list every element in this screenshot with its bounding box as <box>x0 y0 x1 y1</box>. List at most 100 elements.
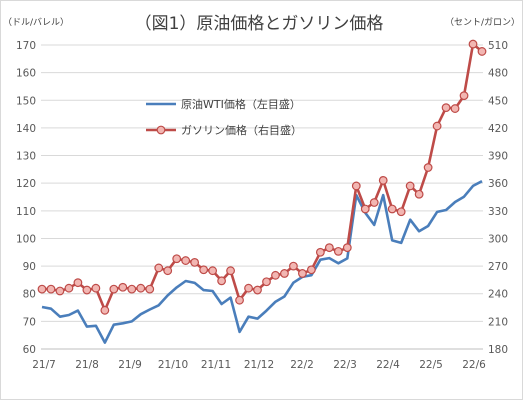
series-1 <box>41 180 483 344</box>
series-2 <box>37 39 487 315</box>
x-tick-labels: 21/7 21/8 21/9 21/10 21/11 21/12 22/2 22/3 22/4 2… <box>32 359 486 371</box>
data-point <box>315 247 325 257</box>
x-tick-label: 22/3 <box>333 359 357 371</box>
data-point <box>181 256 191 265</box>
y-left-tick-label: 140 <box>16 123 36 135</box>
data-point <box>163 266 173 276</box>
data-point <box>127 284 137 294</box>
y-right-tick-label: 180 <box>488 344 508 356</box>
data-point <box>217 276 226 286</box>
series-layer <box>37 39 487 344</box>
data-point <box>91 283 101 293</box>
data-point <box>369 198 379 207</box>
y-left-tick-label: 70 <box>23 316 36 328</box>
y-left-tick-label: 150 <box>16 95 36 107</box>
left-axis-unit: （ドル/バレル） <box>3 17 69 28</box>
y-right-tick-label: 300 <box>488 233 508 245</box>
data-point <box>306 265 316 275</box>
data-point <box>46 284 56 294</box>
y-left-tick-label: 130 <box>16 151 36 163</box>
legend-entry: 原油WTI価格（左目盛） <box>146 97 301 111</box>
data-point <box>387 204 397 214</box>
y-left-tick-label: 90 <box>23 261 36 273</box>
data-point <box>477 47 487 56</box>
data-point <box>100 305 110 315</box>
data-point <box>396 207 406 217</box>
data-point <box>55 286 65 296</box>
data-point <box>289 261 298 271</box>
y-right-tick-label: 240 <box>488 289 508 301</box>
data-point <box>73 278 83 288</box>
data-point <box>459 91 469 101</box>
y-right-tick-label: 510 <box>488 40 508 52</box>
data-point <box>360 204 370 214</box>
data-point <box>414 189 424 199</box>
data-point <box>450 104 460 113</box>
y-left-tick-label: 120 <box>16 178 36 190</box>
data-point <box>280 269 289 278</box>
y-right-tick-label: 360 <box>488 178 508 190</box>
data-point <box>226 266 235 276</box>
data-point <box>324 243 334 253</box>
data-point <box>244 283 253 293</box>
data-point <box>199 265 209 275</box>
data-point <box>208 266 218 276</box>
legend-label: 原油WTI価格（左目盛） <box>181 97 301 111</box>
y-left-tick-label: 60 <box>23 344 36 356</box>
x-tick-label: 22/6 <box>462 359 486 371</box>
y-left-tick-label: 110 <box>16 206 36 218</box>
data-point <box>378 176 388 185</box>
data-point <box>405 181 415 191</box>
data-point <box>172 254 182 264</box>
data-point <box>64 283 74 293</box>
x-tick-label: 21/12 <box>244 359 274 371</box>
data-point <box>235 295 244 305</box>
y-right-tick-label: 270 <box>488 261 508 273</box>
y-right-tick-labels: 180 210 240 270 300 330 360 390 420 450 480 510 <box>488 40 508 356</box>
legend: 原油WTI価格（左目盛） ガソリン価格（右目盛） <box>146 97 302 137</box>
data-point <box>37 284 47 294</box>
data-point <box>271 270 280 280</box>
y-left-tick-label: 80 <box>23 289 36 301</box>
y-left-tick-label: 170 <box>16 40 36 52</box>
y-right-tick-label: 420 <box>488 123 508 135</box>
x-tick-label: 21/8 <box>75 359 99 371</box>
data-point <box>333 246 343 256</box>
data-point <box>154 263 164 273</box>
x-tick-label: 22/4 <box>376 359 400 371</box>
y-left-tick-labels: 60 70 80 90 100 110 120 130 140 150 160 170 <box>16 40 36 356</box>
data-point <box>145 284 155 294</box>
x-tick-label: 21/10 <box>158 359 188 371</box>
y-right-tick-label: 330 <box>488 206 508 218</box>
x-tick-label: 21/7 <box>32 359 56 371</box>
x-tick-label: 22/5 <box>419 359 443 371</box>
data-point <box>109 284 119 294</box>
y-left-tick-label: 100 <box>16 233 36 245</box>
legend-label: ガソリン価格（右目盛） <box>181 123 302 137</box>
data-point <box>298 269 307 278</box>
y-left-tick-label: 160 <box>16 68 36 80</box>
y-right-tick-label: 390 <box>488 151 508 163</box>
y-right-tick-label: 450 <box>488 95 508 107</box>
data-point <box>441 103 451 113</box>
chart-title: （図1）原油価格とガソリン価格 <box>135 14 384 34</box>
right-axis-unit: （セント/ガロン） <box>445 17 520 28</box>
grid-lines <box>41 44 483 350</box>
data-point <box>342 243 352 253</box>
data-point <box>262 277 271 287</box>
series-line <box>42 42 483 312</box>
x-tick-label: 21/11 <box>201 359 231 371</box>
data-point <box>82 285 92 295</box>
data-point <box>136 283 146 293</box>
data-point <box>253 285 262 295</box>
data-point <box>423 163 433 172</box>
series-line <box>41 180 483 344</box>
legend-entry: ガソリン価格（右目盛） <box>146 123 302 137</box>
legend-marker <box>156 125 166 135</box>
data-point <box>118 282 128 292</box>
data-point <box>190 258 200 267</box>
data-point <box>432 121 442 131</box>
y-right-tick-label: 210 <box>488 316 508 328</box>
